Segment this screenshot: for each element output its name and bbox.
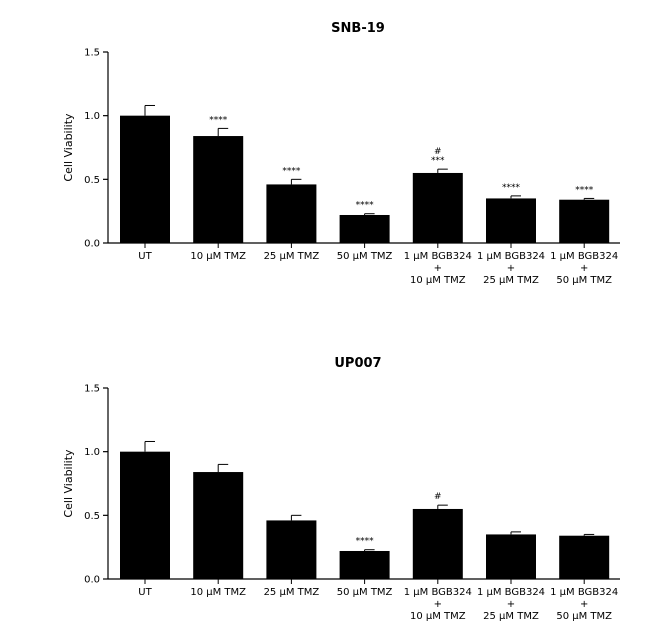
y-tick-label: 0.5 [84, 175, 100, 186]
bar [559, 535, 610, 579]
significance-label: # [434, 147, 442, 157]
significance-label: **** [209, 115, 228, 125]
x-tick-label: 1 µM BGB324 [477, 251, 545, 262]
x-tick-label: 1 µM BGB324 [477, 587, 545, 598]
x-tick-label: + [507, 599, 515, 610]
chart-panel-2: UP007 Cell Viability 0.0 0.5 1.0 1.5 UT 10 µM T… [62, 356, 620, 622]
chart-panel-1: SNB-19 Cell Viability 0.0 0.5 1.0 1.5 UT 10 µM … [62, 21, 620, 286]
x-tick-label: + [580, 263, 588, 274]
bar [412, 172, 463, 243]
x-tick-label: + [507, 263, 515, 274]
x-tick-label: + [434, 599, 442, 610]
x-tick-label: UT [138, 251, 152, 262]
bar [193, 136, 244, 243]
x-tick-label: + [434, 263, 442, 274]
x-tick-label: UT [138, 587, 152, 598]
bar [486, 198, 536, 243]
x-tick-label: 25 µM TMZ [483, 611, 539, 622]
y-tick-label: 0.5 [84, 511, 100, 522]
x-tick-label: + [580, 599, 588, 610]
x-tick-label: 10 µM TMZ [410, 275, 466, 286]
x-tick-label: 50 µM TMZ [556, 275, 612, 286]
significance-label: **** [356, 537, 375, 547]
chart-title: UP007 [334, 356, 381, 371]
x-tick-label: 1 µM BGB324 [404, 587, 472, 598]
y-tick-label: 1.5 [84, 48, 100, 59]
x-tick-label: 10 µM TMZ [190, 587, 246, 598]
bar [266, 184, 317, 243]
x-tick-label: 1 µM BGB324 [404, 251, 472, 262]
bar [559, 199, 610, 243]
significance-label: **** [575, 185, 594, 195]
x-tick-label: 25 µM TMZ [264, 251, 320, 262]
x-tick-label: 50 µM TMZ [337, 251, 393, 262]
x-tick-label: 50 µM TMZ [556, 611, 612, 622]
y-tick-label: 1.0 [84, 447, 100, 458]
x-tick-label: 25 µM TMZ [264, 587, 320, 598]
bar [266, 520, 317, 579]
y-axis-label: Cell Viability [62, 449, 75, 518]
significance-label: **** [502, 183, 521, 193]
y-tick-label: 1.0 [84, 111, 100, 122]
bar [339, 550, 390, 579]
x-tick-label: 50 µM TMZ [337, 587, 393, 598]
significance-label: # [434, 492, 442, 502]
significance-label: *** [431, 156, 445, 166]
bar [486, 534, 536, 579]
x-tick-label: 1 µM BGB324 [550, 251, 618, 262]
y-axis-label: Cell Viability [62, 113, 75, 182]
bar [412, 508, 463, 579]
y-tick-label: 0.0 [84, 239, 100, 250]
significance-label: **** [282, 166, 301, 176]
y-tick-label: 0.0 [84, 575, 100, 586]
chart-title: SNB-19 [331, 21, 385, 36]
x-tick-label: 10 µM TMZ [410, 611, 466, 622]
significance-label: **** [356, 201, 375, 211]
bar [120, 115, 170, 243]
x-tick-label: 1 µM BGB324 [550, 587, 618, 598]
y-tick-label: 1.5 [84, 384, 100, 395]
bar [193, 472, 244, 579]
bar [120, 451, 170, 579]
x-tick-label: 25 µM TMZ [483, 275, 539, 286]
bar [339, 214, 390, 243]
x-tick-label: 10 µM TMZ [190, 251, 246, 262]
